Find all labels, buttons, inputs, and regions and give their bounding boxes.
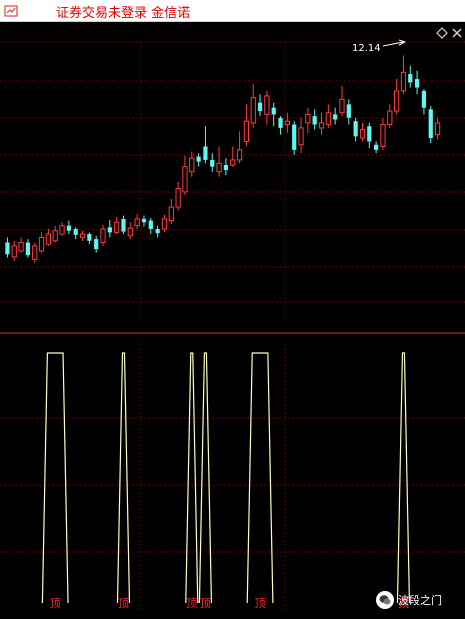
signal-label: 顶 xyxy=(200,597,211,610)
candle-body-up[interactable] xyxy=(298,127,304,146)
title-bar: 证券交易未登录 金信诺 xyxy=(0,0,465,22)
candle-body-down[interactable] xyxy=(223,164,229,171)
candle-body-down[interactable] xyxy=(278,117,283,128)
diamond-icon[interactable] xyxy=(435,25,449,39)
signal-pulse[interactable] xyxy=(246,352,274,604)
candle-body-down[interactable] xyxy=(25,242,31,256)
candle-body-down[interactable] xyxy=(408,74,413,83)
candle-body-up[interactable] xyxy=(318,122,325,129)
candle-body-up[interactable] xyxy=(52,230,58,242)
candle-body-down[interactable] xyxy=(121,218,126,232)
candle-body-up[interactable] xyxy=(45,233,51,245)
high-annotation: 12.14 xyxy=(352,39,407,54)
candle-body-down[interactable] xyxy=(203,146,208,160)
signal-pulse[interactable] xyxy=(396,352,411,604)
watermark: 波段之门 xyxy=(376,590,442,610)
candle-body-up[interactable] xyxy=(11,245,17,258)
candle-body-up[interactable] xyxy=(434,122,441,136)
signal-label: 顶 xyxy=(118,597,129,610)
candlestick-series[interactable] xyxy=(5,55,441,263)
candle-body-down[interactable] xyxy=(87,234,92,241)
candle-body-up[interactable] xyxy=(182,166,188,193)
candle-body-down[interactable] xyxy=(271,107,276,115)
candle-body-down[interactable] xyxy=(421,90,427,108)
candle-body-up[interactable] xyxy=(250,97,256,124)
candle-body-down[interactable] xyxy=(333,114,338,120)
signal-labels: 顶顶顶顶顶顶 xyxy=(50,597,409,610)
candle-body-up[interactable] xyxy=(339,98,345,114)
candle-body-up[interactable] xyxy=(100,228,106,243)
candle-body-up[interactable] xyxy=(59,225,65,235)
candle-body-down[interactable] xyxy=(414,79,420,88)
candle-body-up[interactable] xyxy=(114,221,120,233)
candle-body-down[interactable] xyxy=(196,156,201,162)
candle-body-up[interactable] xyxy=(359,129,366,139)
watermark-text: 波段之门 xyxy=(398,594,442,607)
candle-body-down[interactable] xyxy=(73,229,78,235)
signal-series[interactable] xyxy=(41,352,411,604)
candle-body-down[interactable] xyxy=(94,239,99,250)
signal-label: 顶 xyxy=(255,597,266,610)
candle-body-up[interactable] xyxy=(134,218,140,227)
app-icon xyxy=(4,3,18,17)
signal-label: 顶 xyxy=(50,597,61,610)
candle-body-up[interactable] xyxy=(175,188,181,208)
close-icon[interactable] xyxy=(450,25,464,39)
candle-body-up[interactable] xyxy=(325,112,331,126)
candle-body-up[interactable] xyxy=(236,149,243,161)
high-price-label: 12.14 xyxy=(352,43,381,54)
candle-body-down[interactable] xyxy=(257,102,263,112)
candle-body-up[interactable] xyxy=(161,218,168,230)
candle-body-up[interactable] xyxy=(264,95,270,115)
high-arrow-head xyxy=(398,39,407,46)
candle-body-down[interactable] xyxy=(353,121,358,137)
candle-body-up[interactable] xyxy=(189,157,195,173)
signal-pulse[interactable] xyxy=(198,352,213,604)
candle-body-up[interactable] xyxy=(400,71,407,92)
signal-label: 顶 xyxy=(398,597,409,610)
candle-body-up[interactable] xyxy=(18,241,24,252)
signal-pulse[interactable] xyxy=(185,352,199,604)
signal-label: 顶 xyxy=(186,597,197,610)
candle-body-up[interactable] xyxy=(127,227,133,237)
candle-body-down[interactable] xyxy=(292,124,297,150)
candle-body-up[interactable] xyxy=(387,110,393,126)
candle-body-down[interactable] xyxy=(374,144,379,150)
candle-body-up[interactable] xyxy=(79,233,86,238)
candle-body-up[interactable] xyxy=(168,206,174,222)
candle-body-up[interactable] xyxy=(230,159,236,166)
candle-body-down[interactable] xyxy=(312,116,317,125)
candle-body-down[interactable] xyxy=(66,225,71,231)
candle-body-up[interactable] xyxy=(380,124,386,147)
signal-grid xyxy=(0,340,465,610)
signal-pulse[interactable] xyxy=(116,352,131,604)
candle-body-down[interactable] xyxy=(346,104,351,118)
candle-body-up[interactable] xyxy=(216,162,222,173)
candle-body-up[interactable] xyxy=(32,245,38,260)
signal-pulse[interactable] xyxy=(41,352,69,604)
window-title: 证券交易未登录 金信诺 xyxy=(56,6,191,21)
candle-body-down[interactable] xyxy=(5,242,10,255)
candle-body-down[interactable] xyxy=(107,227,112,233)
candle-body-up[interactable] xyxy=(38,236,45,252)
candle-body-down[interactable] xyxy=(155,229,160,234)
candle-body-down[interactable] xyxy=(428,109,433,139)
candle-body-up[interactable] xyxy=(394,90,400,112)
candle-body-up[interactable] xyxy=(243,120,250,142)
candle-body-down[interactable] xyxy=(148,220,153,230)
high-arrow xyxy=(382,41,404,47)
wechat-icon xyxy=(376,591,394,609)
candle-body-up[interactable] xyxy=(305,113,311,124)
candle-body-down[interactable] xyxy=(210,159,215,167)
candle-body-up[interactable] xyxy=(284,120,290,126)
candle-body-down[interactable] xyxy=(141,218,147,223)
candle-body-down[interactable] xyxy=(367,126,372,142)
